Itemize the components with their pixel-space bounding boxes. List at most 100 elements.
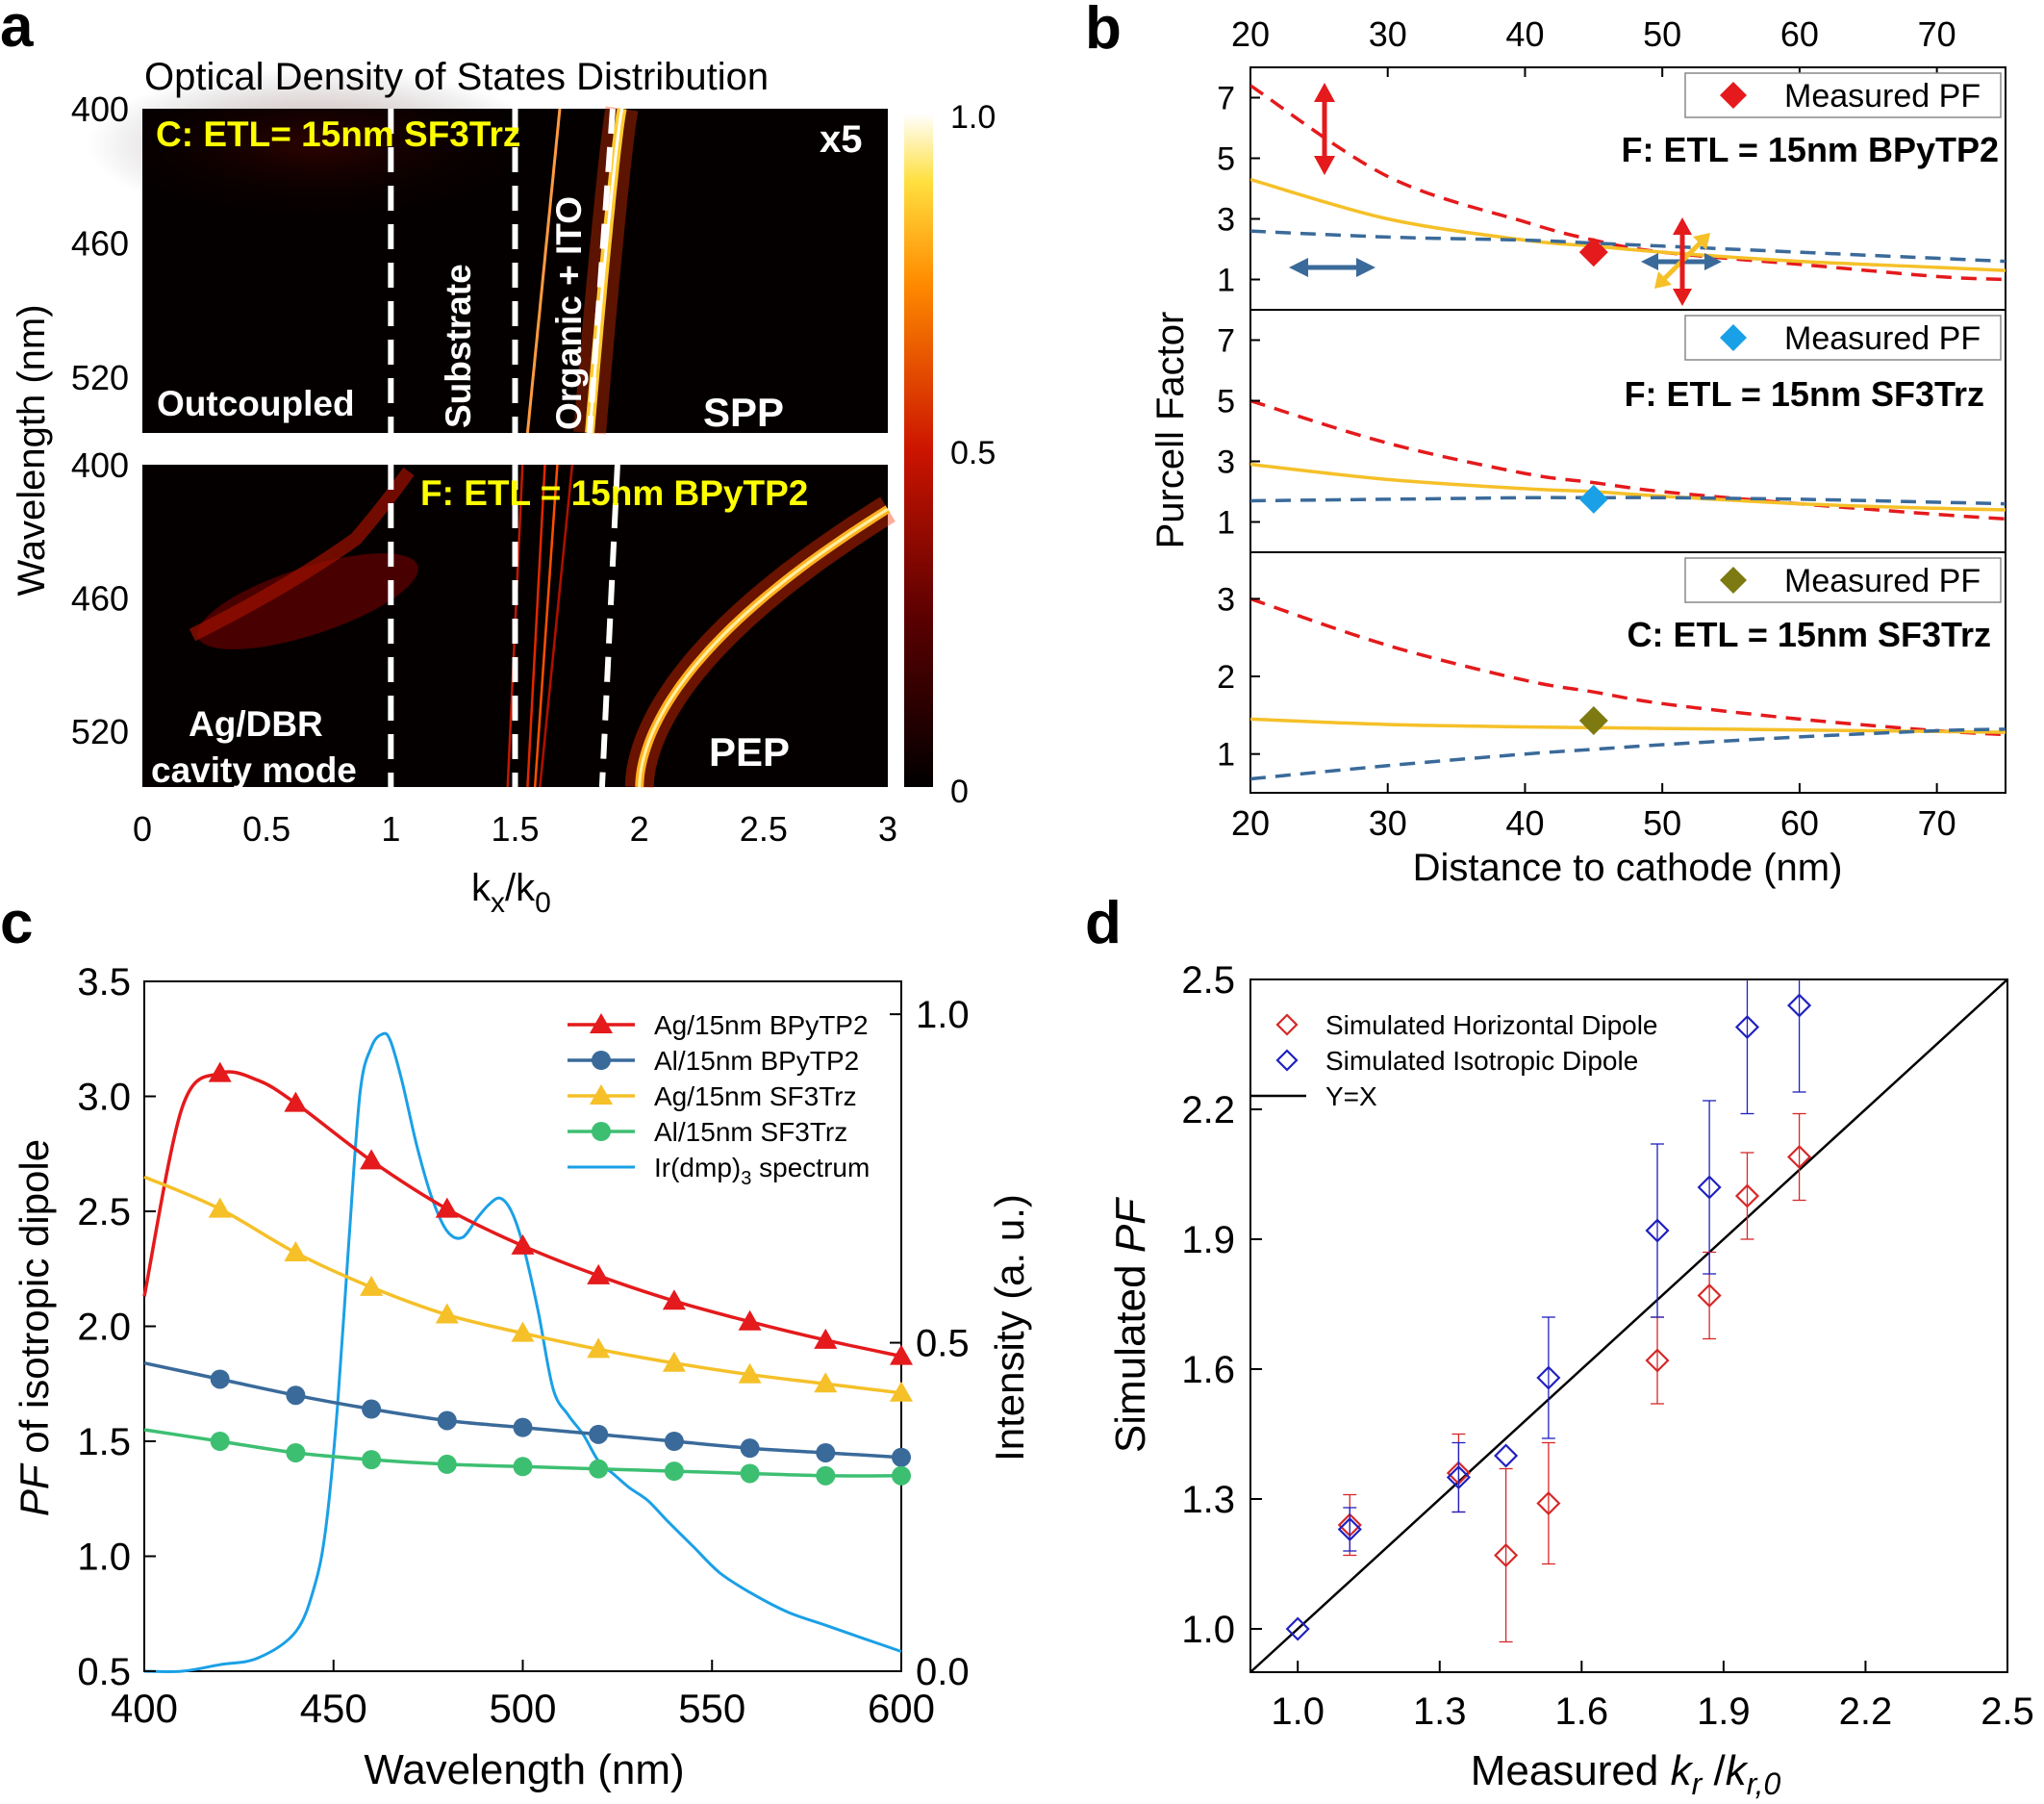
data-point [360,1149,384,1170]
pf-y-tick: 3.0 [77,1077,131,1119]
scatter-y-label: Simulated PF [1107,1197,1154,1453]
subplot-title-3: C: ETL = 15nm SF3Trz [1628,615,1991,654]
pf-x-tick: 550 [678,1686,745,1731]
heatmap-x-tick: 0.5 [242,809,290,849]
heatmap-y-label: Wavelength (nm) [11,304,53,596]
panel-label-c: c [0,890,33,956]
pf-y-tick: 2.5 [77,1191,131,1233]
heatmap-bottom-y-tick: 520 [71,712,129,751]
data-point [892,1465,911,1486]
heatmap-top-y-tick: 520 [71,358,129,397]
data-point [662,1351,686,1372]
data-point [662,1289,686,1310]
region-boundary [598,464,620,788]
scatter-y-tick: 1.0 [1181,1609,1235,1651]
pf-y-tick: 1.0 [77,1537,131,1579]
panel-label-d: d [1085,890,1122,956]
purcell-y-tick: 3 [1217,202,1235,239]
data-point [1645,1348,1670,1373]
series-1 [142,1061,913,1365]
data-point [1536,1365,1561,1390]
data-point [284,1241,308,1262]
scatter-x-tick: 2.2 [1839,1690,1893,1733]
arrow-vertical-red [1314,83,1335,175]
curve-vertical [1250,727,2006,781]
scatter-x-label: Measured kr /kr,0 [1471,1747,1781,1801]
purcell-y-tick: 7 [1217,81,1235,117]
bottom-heatmap-label: F: ETL = 15nm BPyTP2 [420,473,808,513]
legend-label: Measured PF [1784,320,1981,357]
colorbar-tick-max: 1.0 [950,99,996,136]
data-point [664,1432,684,1451]
pf-x-label: Wavelength (nm) [364,1746,684,1793]
heatmap-bottom-y-tick: 400 [71,445,129,485]
region-cavity-mode: cavity mode [151,750,357,790]
data-point [210,1432,230,1451]
arrow-horizontal-navy [1289,258,1375,277]
purcell-frame [1249,66,2006,794]
organic-mode-line-2 [526,464,546,788]
organic-mode-line-4 [539,464,574,788]
legend-label: Simulated Isotropic Dipole [1325,1046,1638,1076]
region-boundaries-bottom [388,464,620,788]
legend-label: Simulated Horizontal Dipole [1325,1010,1658,1040]
curve-isotropic [1250,462,2006,512]
purcell-x-tick-top: 70 [1918,14,1956,54]
data-point [1536,1490,1561,1516]
measured-pf-marker [1578,238,1608,267]
purcell-y-tick: 3 [1217,445,1235,481]
pf-y-tick: 3.5 [77,961,131,1004]
region-organic-ito: Organic + ITO [549,196,589,430]
legend-marker [1720,324,1747,351]
purcell-y-label: Purcell Factor [1149,312,1192,549]
data-point [814,1372,838,1393]
panel-b: b 1 3 5 7 1 3 5 7 1 2 3 20 20 30 30 40 40 50 50 60 60 70 70 Me… [1085,0,2006,889]
data-point [738,1362,762,1384]
purcell-ticks: 1 3 5 7 1 3 5 7 1 2 3 20 20 30 30 40 40 50 50 60 60 70 70 [1217,14,1956,843]
purcell-x-tick-top: 30 [1369,14,1407,54]
data-point [816,1465,836,1486]
scatter-y-tick: 2.5 [1181,959,1235,1002]
panel-label-b: b [1085,0,1122,62]
purcell-x-tick: 20 [1231,803,1270,843]
data-point [1787,993,1812,1018]
arrow-cross [1641,217,1722,306]
data-point [664,1461,684,1482]
data-point [890,1381,913,1402]
heatmap-top-y-tick: 400 [71,89,129,129]
region-pep: PEP [709,729,790,775]
pf-x-tick: 600 [868,1686,935,1731]
region-spp: SPP [703,390,784,435]
data-point [1494,1443,1519,1468]
emission-spectrum [143,1031,902,1673]
purcell-x-tick: 50 [1643,803,1681,843]
data-point [208,1197,232,1218]
purcell-curves [1250,84,2006,781]
region-outcoupled: Outcoupled [157,384,355,423]
data-point [890,1344,913,1365]
series-line [142,1070,902,1359]
legend-marker [590,1013,613,1033]
pf-y-tick: 0.5 [77,1651,131,1693]
purcell-y-tick: 3 [1217,581,1235,618]
subplot-1-curves [1250,84,2006,282]
scatter-x-tick: 1.6 [1555,1690,1609,1733]
data-point [1697,1175,1722,1200]
data-point [589,1459,609,1479]
legend-label: Al/15nm SF3Trz [654,1117,847,1147]
top-heatmap-label: C: ETL= 15nm SF3Trz [156,114,520,154]
data-point [589,1424,609,1444]
region-boundary [587,108,616,434]
purcell-y-tick: 5 [1217,141,1235,178]
purcell-x-tick-top: 50 [1643,14,1681,54]
purcell-y-tick: 1 [1217,505,1235,542]
purcell-legends: Measured PF Measured PF Measured PF [1684,72,2002,603]
cavity-mode-line [189,467,415,642]
series-line [143,1175,902,1395]
data-point [362,1399,382,1419]
data-point [1734,1183,1760,1208]
data-point [513,1417,533,1437]
legend-marker [1275,1049,1299,1072]
intensity-y-tick: 0.5 [916,1323,970,1365]
